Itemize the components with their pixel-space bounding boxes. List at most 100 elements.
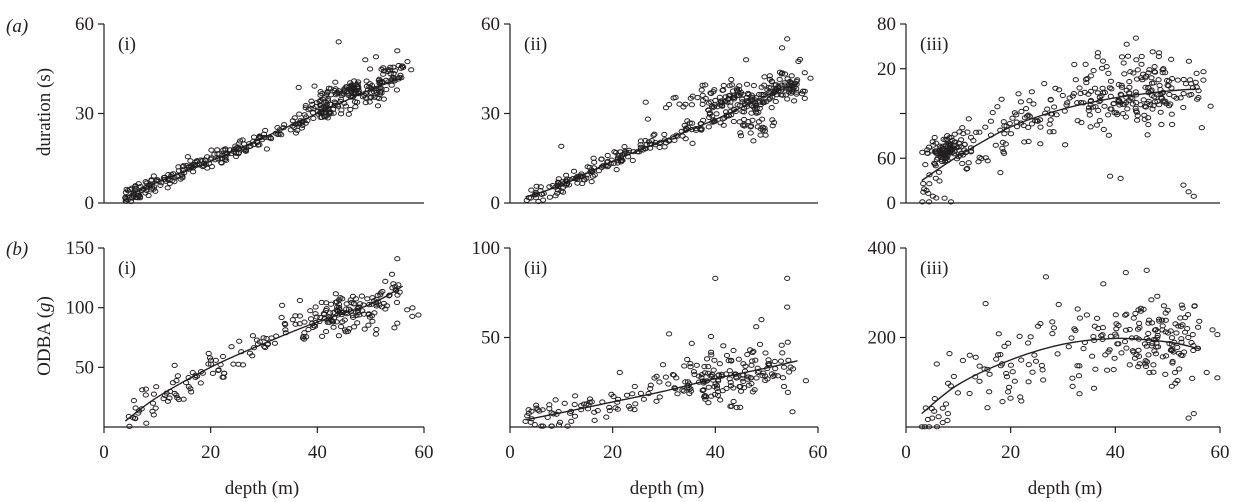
data-point xyxy=(142,392,149,398)
data-point xyxy=(737,133,745,139)
data-point xyxy=(1047,96,1054,103)
data-point xyxy=(719,103,726,109)
data-point xyxy=(1049,331,1056,337)
data-point xyxy=(580,177,587,183)
data-point xyxy=(1185,415,1192,421)
data-point xyxy=(712,275,719,281)
data-point xyxy=(759,116,766,122)
data-point xyxy=(312,311,319,317)
data-point xyxy=(1108,86,1115,92)
data-point xyxy=(1168,383,1175,389)
data-point xyxy=(1007,131,1015,137)
data-point xyxy=(956,129,963,135)
data-point xyxy=(1144,132,1151,138)
data-point xyxy=(933,157,940,163)
data-point xyxy=(936,178,943,184)
data-point xyxy=(271,340,278,346)
panel-label-b-i: (i) xyxy=(118,258,136,279)
data-point xyxy=(963,166,970,172)
data-point xyxy=(409,305,416,311)
data-point xyxy=(356,312,363,318)
data-point xyxy=(1150,362,1157,368)
data-point xyxy=(1000,149,1007,155)
data-point xyxy=(771,358,778,365)
data-point xyxy=(699,387,706,394)
data-point xyxy=(793,91,800,97)
panel-b-iii: 200 400 0 20 40 60 (iii) xyxy=(868,238,1230,463)
data-point xyxy=(165,172,172,178)
data-point xyxy=(1076,315,1084,321)
data-point xyxy=(758,91,765,98)
data-point xyxy=(703,394,710,400)
data-point xyxy=(574,180,581,186)
data-point xyxy=(771,120,778,126)
data-point xyxy=(972,354,979,360)
data-point xyxy=(1141,341,1149,347)
data-point xyxy=(249,333,256,339)
data-point xyxy=(603,414,610,420)
data-point xyxy=(762,350,769,356)
data-point xyxy=(595,168,603,174)
data-point xyxy=(730,118,737,125)
data-point xyxy=(791,98,798,104)
data-point xyxy=(941,195,948,201)
data-point xyxy=(289,317,296,323)
data-point xyxy=(1105,70,1112,77)
data-point xyxy=(1122,312,1129,318)
data-point xyxy=(1025,362,1032,368)
data-point xyxy=(350,301,357,307)
data-point xyxy=(1076,85,1083,91)
data-point xyxy=(933,361,940,367)
panel-label-b-ii: (ii) xyxy=(524,258,547,279)
panel-a-ii: 0 30 60 (ii) xyxy=(481,14,818,214)
data-point xyxy=(1041,81,1048,87)
data-point xyxy=(1145,320,1152,326)
data-point xyxy=(362,100,369,106)
data-point xyxy=(409,313,416,319)
data-point xyxy=(1132,310,1139,317)
data-point xyxy=(1164,77,1171,84)
data-point xyxy=(337,324,345,330)
data-point xyxy=(1071,61,1078,68)
data-point xyxy=(345,92,352,98)
data-point xyxy=(594,408,601,414)
data-point xyxy=(745,91,752,98)
data-point xyxy=(1080,346,1087,352)
x-tick-label: 0 xyxy=(505,442,515,463)
data-point xyxy=(701,364,708,370)
data-point xyxy=(784,96,791,102)
data-point xyxy=(1214,375,1221,381)
data-point xyxy=(337,295,344,301)
data-point xyxy=(1033,118,1040,124)
data-point xyxy=(371,310,378,316)
data-point xyxy=(152,405,159,411)
data-point xyxy=(372,331,379,337)
data-point xyxy=(686,390,693,397)
data-point xyxy=(382,306,389,312)
data-point xyxy=(1162,70,1169,76)
panel-label-a-ii: (ii) xyxy=(524,34,547,55)
data-point xyxy=(784,304,791,310)
data-point xyxy=(1122,327,1130,333)
x-tick-label: 60 xyxy=(415,442,434,463)
data-point xyxy=(674,391,681,397)
data-point xyxy=(1101,103,1108,109)
data-point xyxy=(741,116,748,123)
data-point xyxy=(1099,65,1106,71)
data-point xyxy=(1007,362,1015,368)
data-point xyxy=(690,369,698,375)
x-tick-label: 40 xyxy=(308,442,327,463)
data-point xyxy=(749,117,756,124)
fit-line xyxy=(124,285,404,422)
data-point xyxy=(1142,363,1150,370)
data-point xyxy=(1030,101,1037,107)
data-point xyxy=(1159,323,1166,329)
data-point xyxy=(796,56,804,63)
x-axis-label-iii: depth (m) xyxy=(1028,478,1102,499)
data-point xyxy=(621,144,628,150)
data-point xyxy=(1029,369,1036,375)
data-point xyxy=(606,404,613,411)
data-point xyxy=(1190,193,1197,199)
data-point xyxy=(250,345,257,351)
data-point xyxy=(631,383,638,390)
